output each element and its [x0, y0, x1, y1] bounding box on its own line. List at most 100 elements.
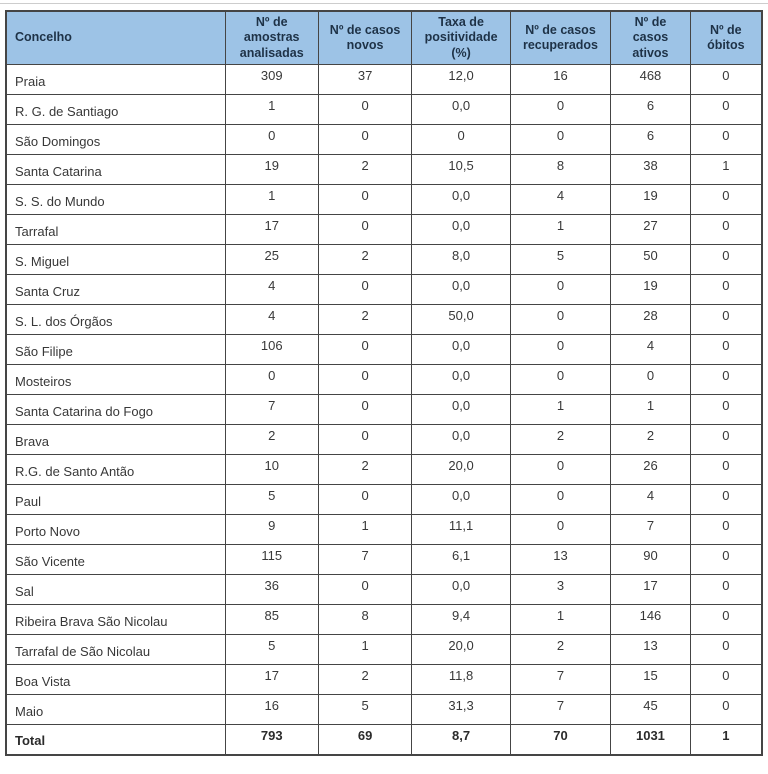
value-cell: 0	[317, 123, 413, 155]
value-cell: 5	[224, 483, 319, 515]
column-header: Taxa de positividade (%)	[411, 10, 511, 65]
total-value-cell: 1031	[610, 723, 691, 756]
value-cell: 1	[317, 633, 413, 665]
value-cell: 6,1	[411, 543, 511, 575]
value-cell: 0	[689, 693, 763, 725]
value-cell: 0	[317, 93, 413, 125]
value-cell: 0	[509, 93, 612, 125]
value-cell: 2	[317, 153, 413, 185]
concelho-cell: Ribeira Brava São Nicolau	[5, 603, 226, 635]
concelho-cell: R. G. de Santiago	[5, 93, 226, 125]
value-cell: 17	[224, 213, 319, 245]
value-cell: 9	[224, 513, 319, 545]
value-cell: 0	[689, 243, 763, 275]
value-cell: 27	[610, 213, 691, 245]
value-cell: 38	[610, 153, 691, 185]
value-cell: 0	[610, 363, 691, 395]
value-cell: 28	[610, 303, 691, 335]
total-value-cell: 70	[509, 723, 612, 756]
value-cell: 0,0	[411, 393, 511, 425]
value-cell: 2	[224, 423, 319, 455]
concelho-cell: Santa Cruz	[5, 273, 226, 305]
value-cell: 37	[317, 63, 413, 95]
table-row: Santa Catarina 19 2 10,5 8 38 1	[5, 153, 763, 185]
value-cell: 1	[689, 153, 763, 185]
table-row: Boa Vista 17 2 11,8 7 15 0	[5, 663, 763, 695]
column-header-concelho: Concelho	[5, 10, 226, 65]
total-value-cell: 69	[317, 723, 413, 756]
value-cell: 0	[689, 213, 763, 245]
value-cell: 2	[317, 303, 413, 335]
value-cell: 0	[317, 333, 413, 365]
value-cell: 0,0	[411, 363, 511, 395]
concelho-cell: São Filipe	[5, 333, 226, 365]
total-row: Total 793 69 8,7 70 1031 1	[5, 723, 763, 756]
table-row: São Vicente 115 7 6,1 13 90 0	[5, 543, 763, 575]
table-row: Paul 5 0 0,0 0 4 0	[5, 483, 763, 515]
value-cell: 20,0	[411, 633, 511, 665]
value-cell: 0,0	[411, 183, 511, 215]
concelho-cell: S. L. dos Órgãos	[5, 303, 226, 335]
value-cell: 17	[610, 573, 691, 605]
value-cell: 1	[224, 93, 319, 125]
value-cell: 4	[610, 483, 691, 515]
value-cell: 2	[317, 453, 413, 485]
value-cell: 0	[689, 93, 763, 125]
value-cell: 0	[509, 513, 612, 545]
value-cell: 2	[509, 423, 612, 455]
table-row: Tarrafal de São Nicolau 5 1 20,0 2 13 0	[5, 633, 763, 665]
table-row: Maio 16 5 31,3 7 45 0	[5, 693, 763, 725]
value-cell: 1	[509, 603, 612, 635]
value-cell: 0	[509, 273, 612, 305]
value-cell: 6	[610, 123, 691, 155]
value-cell: 0	[509, 453, 612, 485]
concelho-cell: Sal	[5, 573, 226, 605]
value-cell: 19	[610, 273, 691, 305]
value-cell: 0	[509, 333, 612, 365]
concelho-cell: Tarrafal	[5, 213, 226, 245]
concelho-cell: Boa Vista	[5, 663, 226, 695]
value-cell: 2	[317, 663, 413, 695]
value-cell: 13	[610, 633, 691, 665]
table-row: Santa Catarina do Fogo 7 0 0,0 1 1 0	[5, 393, 763, 425]
value-cell: 8	[317, 603, 413, 635]
value-cell: 17	[224, 663, 319, 695]
column-header: Nº de amostras analisadas	[224, 10, 319, 65]
value-cell: 146	[610, 603, 691, 635]
value-cell: 0	[689, 273, 763, 305]
table-row: S. S. do Mundo 1 0 0,0 4 19 0	[5, 183, 763, 215]
value-cell: 0	[509, 363, 612, 395]
table-footer: Total 793 69 8,7 70 1031 1	[5, 723, 763, 756]
value-cell: 26	[610, 453, 691, 485]
value-cell: 0	[689, 303, 763, 335]
value-cell: 11,1	[411, 513, 511, 545]
table-row: São Filipe 106 0 0,0 0 4 0	[5, 333, 763, 365]
value-cell: 7	[509, 663, 612, 695]
value-cell: 0	[317, 393, 413, 425]
table-body: Praia 309 37 12,0 16 468 0 R. G. de Santiago 1 0 0…	[5, 63, 763, 725]
value-cell: 10	[224, 453, 319, 485]
value-cell: 0	[689, 123, 763, 155]
total-value-cell: 1	[689, 723, 763, 756]
column-header: Nº de casos ativos	[610, 10, 691, 65]
value-cell: 1	[509, 213, 612, 245]
concelho-cell: São Vicente	[5, 543, 226, 575]
concelho-cell: Maio	[5, 693, 226, 725]
value-cell: 8,0	[411, 243, 511, 275]
value-cell: 0	[317, 573, 413, 605]
table-row: Tarrafal 17 0 0,0 1 27 0	[5, 213, 763, 245]
value-cell: 16	[509, 63, 612, 95]
value-cell: 0	[317, 423, 413, 455]
value-cell: 0	[509, 483, 612, 515]
concelho-cell: Praia	[5, 63, 226, 95]
total-label-cell: Total	[5, 723, 226, 756]
value-cell: 0	[689, 603, 763, 635]
value-cell: 0	[689, 393, 763, 425]
value-cell: 10,5	[411, 153, 511, 185]
value-cell: 8	[509, 153, 612, 185]
value-cell: 19	[610, 183, 691, 215]
concelho-cell: S. S. do Mundo	[5, 183, 226, 215]
table-row: Porto Novo 9 1 11,1 0 7 0	[5, 513, 763, 545]
value-cell: 45	[610, 693, 691, 725]
header-row: Concelho Nº de amostras analisadas Nº de c…	[5, 10, 763, 65]
